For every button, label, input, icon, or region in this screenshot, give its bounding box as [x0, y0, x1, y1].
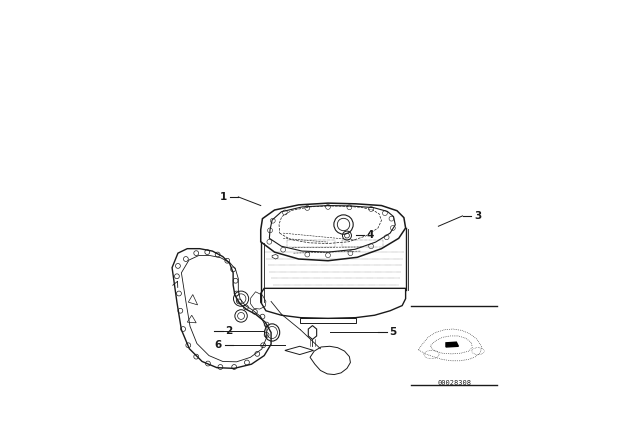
- Text: 1: 1: [220, 192, 227, 202]
- Text: 00028308: 00028308: [438, 380, 472, 386]
- Text: 4: 4: [367, 230, 374, 240]
- Polygon shape: [446, 342, 458, 347]
- Text: 5: 5: [389, 327, 397, 337]
- Text: 2: 2: [225, 327, 233, 336]
- Text: 3: 3: [474, 211, 481, 221]
- Text: 6: 6: [214, 340, 221, 350]
